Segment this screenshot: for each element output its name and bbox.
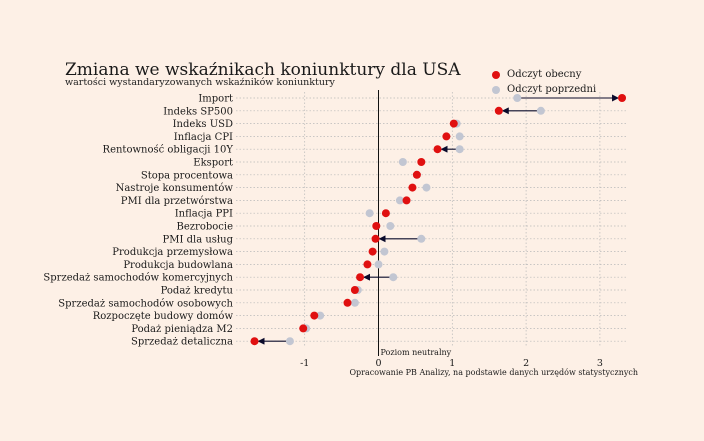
- current-point: [618, 94, 627, 102]
- previous-point: [374, 260, 383, 269]
- legend-item-previous: Odczyt poprzedni: [492, 83, 596, 97]
- current-point: [356, 273, 365, 282]
- current-point: [442, 132, 451, 141]
- current-point: [310, 311, 319, 320]
- current-point: [408, 183, 417, 192]
- legend-marker-current: [492, 71, 500, 79]
- previous-point: [365, 209, 374, 218]
- previous-point: [455, 132, 464, 141]
- current-point: [381, 209, 390, 218]
- row-label: Produkcja przemysłowa: [112, 247, 233, 258]
- legend-marker-previous: [492, 86, 500, 94]
- previous-point: [513, 94, 522, 102]
- chart-title: Zmiana we wskaźnikach koniunktury dla US…: [65, 60, 461, 80]
- current-point: [372, 222, 381, 230]
- current-point: [417, 158, 426, 166]
- zero-line-label: Poziom neutralny: [381, 348, 452, 357]
- row-label: Podaż pieniądza M2: [131, 324, 233, 335]
- current-point: [371, 234, 380, 243]
- current-point: [494, 106, 503, 115]
- previous-point: [455, 145, 464, 154]
- row-label: Indeks USD: [173, 119, 233, 130]
- current-point: [402, 196, 411, 205]
- row-label: Nastroje konsumentów: [116, 183, 234, 194]
- row-label: Podaż kredytu: [161, 286, 234, 297]
- row-label: Indeks SP500: [163, 106, 233, 117]
- previous-point: [389, 273, 398, 282]
- x-tick-label: 3: [597, 358, 603, 369]
- grid-layer: [236, 92, 628, 348]
- current-point: [343, 298, 352, 307]
- row-label: Inflacja PPI: [175, 209, 233, 220]
- current-point: [350, 286, 359, 294]
- previous-point: [536, 106, 545, 115]
- x-tick-label: 2: [523, 358, 529, 369]
- current-point: [433, 145, 442, 154]
- previous-point: [380, 247, 389, 256]
- source-note: Opracowanie PB Analizy, na podstawie dan…: [349, 368, 638, 377]
- chart-subtitle: wartości wystandaryzowanych wskaźników k…: [65, 77, 335, 88]
- current-points-layer: [250, 94, 627, 346]
- connector-layer: [257, 94, 620, 345]
- legend: Odczyt obecny Odczyt poprzedni: [492, 68, 596, 98]
- current-point: [449, 119, 458, 128]
- previous-point: [417, 234, 426, 243]
- current-point: [299, 324, 308, 333]
- current-point: [363, 260, 372, 269]
- x-ticks-layer: -1 0 1 2 3: [300, 358, 603, 369]
- row-label: Sprzedaż samochodów osobowych: [58, 298, 233, 309]
- previous-point: [398, 158, 407, 166]
- legend-item-current: Odczyt obecny: [492, 68, 596, 82]
- previous-points-layer: [285, 94, 545, 346]
- previous-point: [350, 298, 359, 307]
- row-label: Bezrobocie: [177, 222, 234, 233]
- x-tick-label: 1: [449, 358, 455, 369]
- previous-point: [386, 222, 395, 230]
- legend-label-previous: Odczyt poprzedni: [507, 84, 597, 95]
- current-point: [250, 337, 259, 346]
- previous-point: [316, 311, 325, 320]
- row-label: Eksport: [193, 158, 233, 169]
- row-label: Sprzedaż detaliczna: [131, 337, 233, 348]
- previous-point: [422, 183, 431, 192]
- row-label: Import: [198, 94, 233, 105]
- row-label: Rozpoczęte budowy domów: [93, 311, 234, 322]
- row-label: Rentowność obligacji 10Y: [103, 145, 234, 156]
- previous-point: [285, 337, 294, 346]
- legend-label-current: Odczyt obecny: [507, 69, 582, 80]
- current-point: [368, 247, 377, 256]
- row-label: Inflacja CPI: [174, 132, 233, 143]
- row-label: Sprzedaż samochodów komercyjnych: [43, 273, 233, 284]
- row-label: PMI dla przetwórstwa: [121, 196, 233, 207]
- x-tick-label: -1: [300, 358, 309, 369]
- row-label: Stopa procentowa: [141, 170, 233, 181]
- row-label: PMI dla usług: [163, 234, 234, 245]
- x-tick-label: 0: [375, 358, 381, 369]
- previous-point: [395, 196, 404, 205]
- current-point: [412, 170, 421, 179]
- row-label: Produkcja budowlana: [123, 260, 233, 271]
